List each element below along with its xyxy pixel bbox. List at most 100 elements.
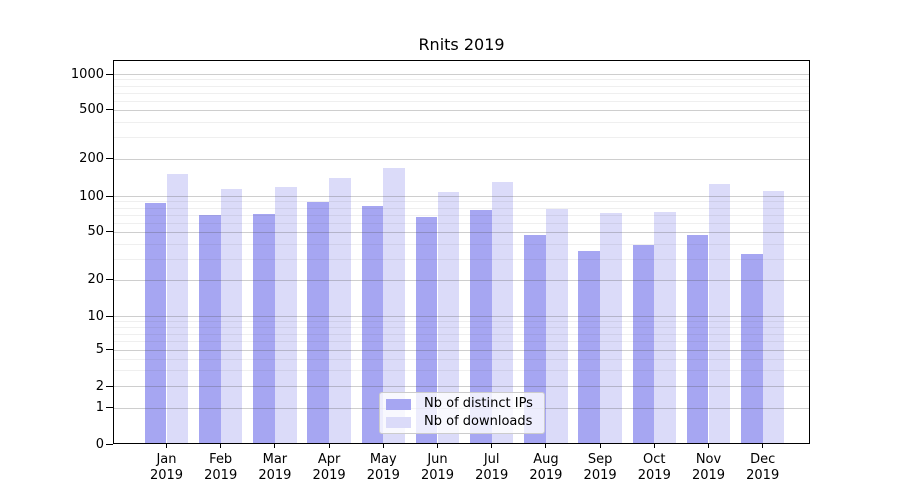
gridline-minor	[114, 85, 809, 87]
gridline-minor	[114, 321, 809, 323]
x-tick-label-jan: Jan 2019	[137, 452, 197, 483]
x-tick-label-aug: Aug 2019	[516, 452, 576, 483]
y-tick-label: 20	[87, 272, 104, 288]
x-tick-year: 2019	[746, 467, 780, 483]
y-tick-label: 500	[79, 102, 104, 118]
y-tick-label: 5	[95, 342, 104, 358]
gridline-minor	[114, 341, 809, 343]
y-tick-mark	[106, 279, 113, 281]
gridline-minor	[114, 121, 809, 123]
x-tick-mark	[762, 444, 764, 448]
bar-distinct-ips-nov	[686, 235, 709, 444]
y-tick-label: 200	[79, 151, 104, 167]
gridline-major	[114, 349, 809, 351]
x-tick-year: 2019	[583, 467, 617, 483]
x-tick-mark	[274, 444, 276, 448]
gridline-minor	[114, 207, 809, 209]
x-tick-label-feb: Feb 2019	[191, 452, 251, 483]
gridline-minor	[114, 243, 809, 245]
gridline-minor	[114, 100, 809, 102]
bar-distinct-ips-oct	[632, 245, 655, 444]
x-tick-year: 2019	[366, 467, 400, 483]
x-tick-month: Apr	[317, 452, 341, 467]
x-tick-mark	[708, 444, 709, 448]
x-tick-month: May	[369, 452, 397, 467]
x-tick-year: 2019	[691, 467, 726, 483]
gridline-major	[114, 196, 809, 197]
x-tick-label-apr: Apr 2019	[299, 452, 359, 483]
bar-downloads-apr	[329, 178, 351, 444]
x-tick-mark	[599, 444, 601, 448]
bar-downloads-nov	[708, 183, 731, 444]
gridline-minor	[114, 258, 809, 260]
bar-distinct-ips-sep	[578, 250, 601, 444]
x-tick-year: 2019	[312, 467, 346, 483]
x-tick-label-oct: Oct 2019	[624, 452, 684, 483]
x-tick-year: 2019	[420, 467, 455, 483]
y-tick-mark	[106, 195, 113, 197]
x-tick-mark	[437, 444, 438, 448]
y-tick-mark	[106, 158, 113, 160]
bar-distinct-ips-may	[361, 206, 384, 444]
x-tick-month: Oct	[643, 452, 666, 467]
x-tick-year: 2019	[475, 467, 509, 483]
x-tick-month: Jan	[156, 452, 177, 467]
bar-downloads-sep	[600, 213, 622, 444]
y-tick-label: 100	[79, 188, 104, 204]
bar-downloads-feb	[220, 188, 243, 444]
gridline-major	[114, 279, 809, 281]
legend-swatch-distinct-ips	[386, 398, 411, 410]
x-tick-year: 2019	[258, 467, 292, 483]
x-tick-label-sep: Sep 2019	[570, 452, 630, 483]
x-tick-mark	[166, 444, 167, 448]
y-tick-mark	[106, 73, 113, 75]
bar-downloads-oct	[654, 211, 676, 444]
x-tick-year: 2019	[204, 467, 238, 483]
bar-distinct-ips-jan	[144, 203, 167, 444]
x-tick-label-dec: Dec 2019	[733, 452, 793, 483]
y-tick-label: 50	[87, 224, 104, 240]
y-tick-mark	[106, 349, 113, 351]
gridline-minor	[114, 214, 809, 216]
x-tick-mark	[491, 444, 493, 448]
y-tick-mark	[106, 407, 113, 409]
legend: Nb of distinct IPs Nb of downloads	[379, 392, 545, 434]
bar-distinct-ips-dec	[741, 253, 763, 444]
x-tick-label-jul: Jul 2019	[462, 452, 522, 483]
bar-downloads-dec	[762, 190, 785, 444]
gridline-minor	[114, 333, 809, 335]
x-tick-month: Mar	[262, 452, 288, 467]
x-tick-month: Feb	[209, 452, 233, 467]
bar-downloads-jan	[166, 174, 189, 444]
gridline-minor	[114, 201, 809, 203]
y-tick-label: 10	[87, 308, 104, 324]
bar-downloads-jun	[437, 191, 460, 444]
chart-title: Rnits 2019	[418, 35, 505, 54]
x-tick-mark	[545, 444, 547, 448]
y-tick-mark	[106, 231, 113, 233]
y-tick-label: 0	[95, 436, 104, 452]
bar-downloads-may	[383, 167, 405, 444]
legend-label-downloads: Nb of downloads	[424, 414, 533, 429]
y-tick-label: 1	[95, 400, 104, 416]
gridline-minor	[114, 370, 809, 372]
bar-distinct-ips-jun	[415, 216, 438, 444]
x-tick-month: Nov	[695, 452, 722, 467]
gridline-minor	[114, 358, 809, 360]
gridline-major	[114, 386, 809, 388]
bar-distinct-ips-mar	[253, 213, 275, 444]
y-tick-mark	[106, 109, 113, 111]
x-tick-year: 2019	[637, 467, 671, 483]
gridline-major	[114, 74, 809, 76]
gridline-minor	[114, 137, 809, 139]
gridline-minor	[114, 92, 809, 94]
bar-downloads-mar	[274, 187, 297, 444]
x-tick-month: Jul	[483, 452, 500, 467]
x-tick-label-jun: Jun 2019	[408, 452, 468, 483]
x-tick-month: Sep	[587, 452, 613, 467]
x-tick-mark	[328, 444, 330, 448]
gridline-major	[114, 109, 809, 111]
gridline-major	[114, 316, 809, 317]
gridline-minor	[114, 79, 809, 81]
